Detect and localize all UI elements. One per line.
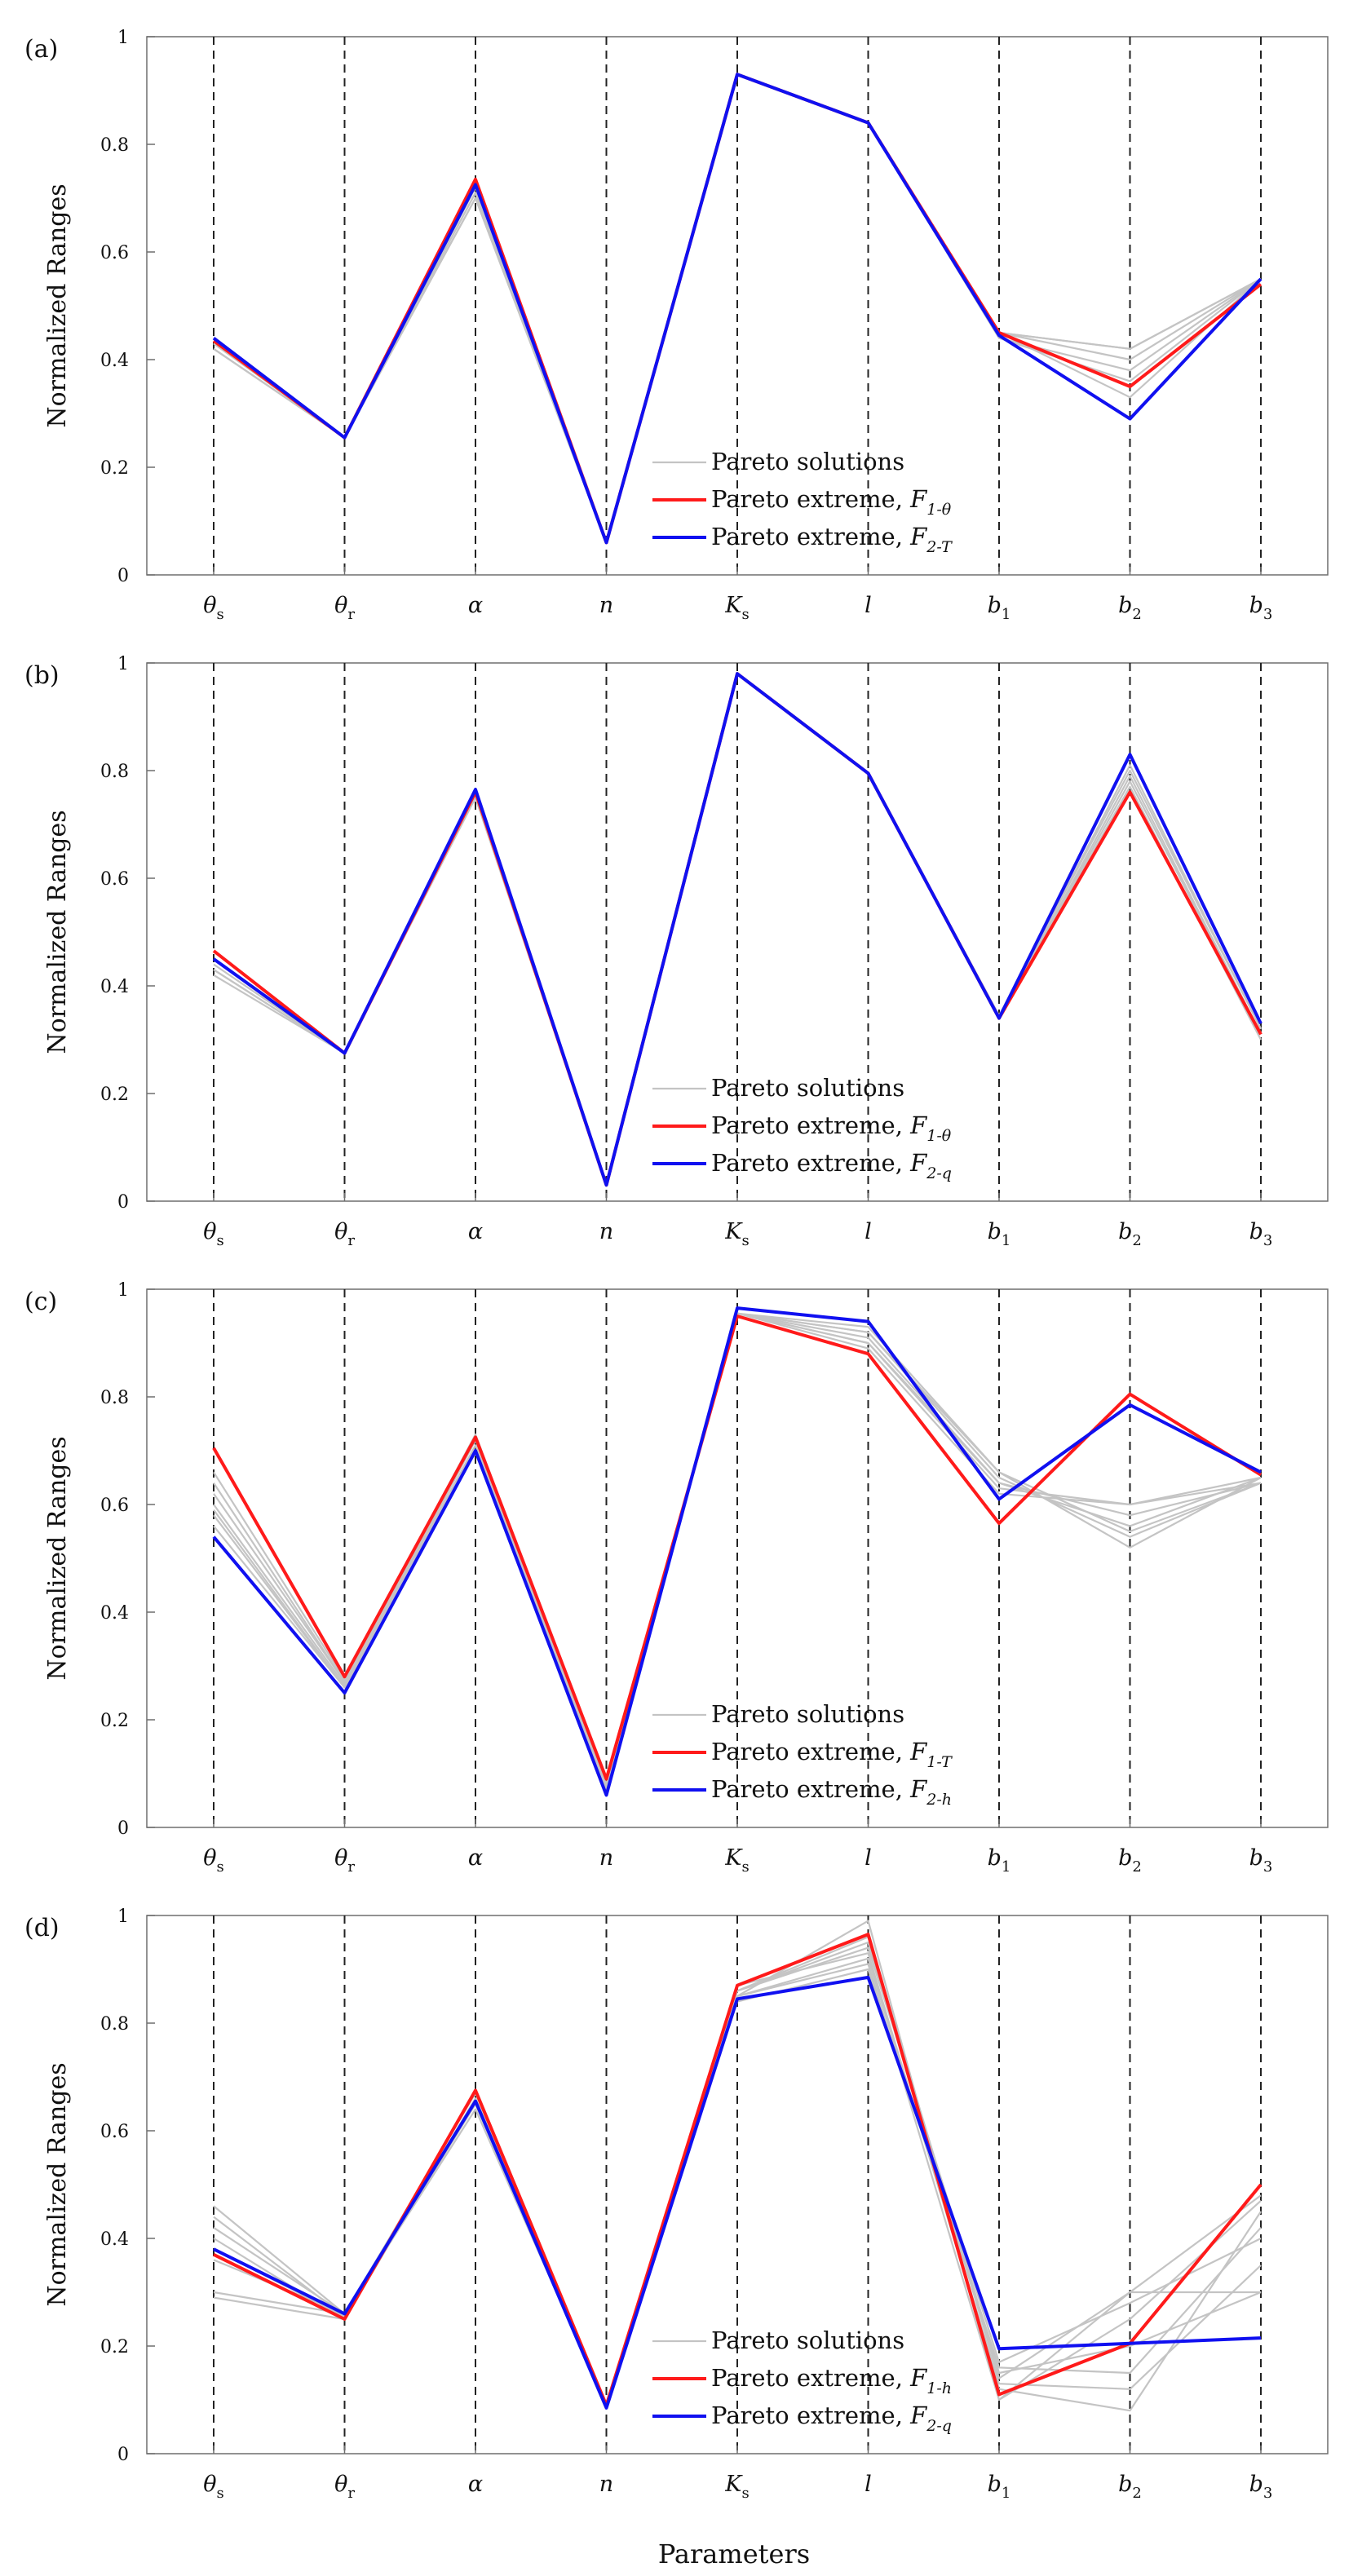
x-tick-label: b3 bbox=[1249, 2472, 1273, 2502]
x-tick-label: n bbox=[599, 2472, 613, 2497]
x-tick-label: n bbox=[599, 1219, 613, 1244]
y-tick-label: 0.6 bbox=[100, 869, 129, 890]
y-axis-label: Normalized Ranges bbox=[43, 183, 72, 427]
y-tick-label: 0.6 bbox=[100, 2122, 129, 2142]
y-tick-label: 0 bbox=[117, 1192, 129, 1213]
x-tick-label: Ks bbox=[724, 593, 749, 623]
y-tick-label: 1 bbox=[117, 654, 129, 674]
x-tick-label: Ks bbox=[724, 1219, 749, 1249]
x-tick-label: b1 bbox=[988, 593, 1011, 623]
legend: Pareto solutions Pareto extreme, F1-θ Pare… bbox=[652, 1074, 952, 1182]
y-tick-label: 1 bbox=[117, 28, 129, 48]
y-tick-label: 0 bbox=[117, 566, 129, 586]
x-tick-label: l bbox=[865, 1845, 872, 1871]
x-axis-label: Parameters bbox=[658, 2538, 810, 2569]
legend-entry: Pareto extreme, F2-T bbox=[711, 523, 953, 556]
x-tick-label: θs bbox=[203, 1219, 224, 1249]
x-tick-label: θr bbox=[334, 593, 355, 623]
x-tick-label: b3 bbox=[1249, 593, 1273, 623]
x-tick-label: α bbox=[468, 593, 483, 618]
x-tick-label: b2 bbox=[1118, 1845, 1142, 1876]
x-tick-label: b3 bbox=[1249, 1219, 1273, 1249]
legend-entry: Pareto extreme, F1-h bbox=[711, 2364, 952, 2397]
y-tick-label: 0.6 bbox=[100, 243, 129, 263]
y-tick-label: 0.8 bbox=[100, 135, 129, 156]
x-tick-label: α bbox=[468, 1845, 483, 1871]
x-tick-label: l bbox=[865, 2472, 872, 2497]
pareto-extreme-2-line bbox=[212, 1306, 1262, 1797]
chart-panel: (a) Normalized Ranges 0 0.2 0.4 0.6 0.8 1 θs θr α n… bbox=[24, 28, 1329, 623]
y-tick-label: 1 bbox=[117, 1280, 129, 1301]
panel-label: (c) bbox=[24, 1288, 57, 1316]
pareto-extreme-2-line bbox=[213, 1975, 1262, 2410]
x-tick-label: θs bbox=[203, 2472, 224, 2502]
x-tick-label: b2 bbox=[1118, 593, 1142, 623]
legend-entry: Pareto extreme, F1-T bbox=[711, 1738, 953, 1771]
y-tick-label: 0.4 bbox=[100, 2229, 129, 2250]
x-tick-label: n bbox=[599, 1845, 613, 1871]
pareto-extreme-2-line bbox=[212, 672, 1263, 1187]
legend-entry: Pareto extreme, F1-θ bbox=[711, 485, 952, 519]
x-tick-label: α bbox=[468, 1219, 483, 1244]
y-tick-label: 0.2 bbox=[100, 1085, 129, 1105]
x-tick-label: b3 bbox=[1249, 1845, 1273, 1876]
y-tick-label: 0.2 bbox=[100, 2337, 129, 2357]
chart-panel: (c) Normalized Ranges 0 0.2 0.4 0.6 0.8 1 θs θr α n… bbox=[24, 1280, 1329, 1876]
panel-label: (a) bbox=[24, 35, 58, 64]
panel-label: (b) bbox=[24, 661, 60, 690]
x-tick-label: b1 bbox=[988, 1845, 1011, 1876]
legend-entry: Pareto extreme, F2-q bbox=[711, 1149, 952, 1182]
x-tick-label: b1 bbox=[988, 2472, 1011, 2502]
x-tick-label: Ks bbox=[724, 2472, 749, 2502]
x-tick-label: n bbox=[599, 593, 613, 618]
chart-panel: (d) Normalized Ranges 0 0.2 0.4 0.6 0.8 1 θs θr α n… bbox=[24, 1907, 1329, 2502]
legend-entry: Pareto extreme, F2-q bbox=[711, 2401, 952, 2435]
y-tick-label: 0.4 bbox=[100, 977, 129, 997]
legend-entry: Pareto solutions bbox=[711, 2326, 904, 2354]
pareto-extreme-2-line bbox=[212, 73, 1263, 545]
y-tick-label: 0.4 bbox=[100, 351, 129, 371]
legend-entry: Pareto solutions bbox=[711, 1700, 904, 1728]
legend-entry: Pareto extreme, F2-h bbox=[711, 1775, 952, 1809]
chart-panel: (b) Normalized Ranges 0 0.2 0.4 0.6 0.8 1 θs θr α n… bbox=[24, 654, 1329, 1249]
legend-entry: Pareto solutions bbox=[711, 1074, 904, 1102]
x-tick-label: l bbox=[865, 593, 872, 618]
x-tick-label: θs bbox=[203, 593, 224, 623]
legend-entry: Pareto solutions bbox=[711, 448, 904, 475]
y-tick-label: 0.2 bbox=[100, 1711, 129, 1731]
x-tick-label: α bbox=[468, 2472, 483, 2497]
x-tick-label: θr bbox=[334, 1219, 355, 1249]
y-tick-label: 0 bbox=[117, 2445, 129, 2465]
x-tick-label: b1 bbox=[988, 1219, 1011, 1249]
legend: Pareto solutions Pareto extreme, F1-h Pare… bbox=[652, 2326, 952, 2435]
y-tick-label: 0.8 bbox=[100, 762, 129, 782]
y-axis-label: Normalized Ranges bbox=[43, 1436, 72, 1680]
legend: Pareto solutions Pareto extreme, F1-T Pare… bbox=[652, 1700, 953, 1809]
panel-label: (d) bbox=[24, 1914, 60, 1942]
x-tick-label: b2 bbox=[1118, 1219, 1142, 1249]
y-tick-label: 1 bbox=[117, 1907, 129, 1927]
x-tick-label: b2 bbox=[1118, 2472, 1142, 2502]
y-tick-label: 0.2 bbox=[100, 458, 129, 479]
x-tick-label: Ks bbox=[724, 1845, 749, 1876]
y-tick-label: 0.4 bbox=[100, 1603, 129, 1624]
y-tick-label: 0 bbox=[117, 1818, 129, 1839]
x-tick-label: θr bbox=[334, 2472, 355, 2502]
y-axis-label: Normalized Ranges bbox=[43, 810, 72, 1054]
y-tick-label: 0.8 bbox=[100, 1388, 129, 1408]
y-tick-label: 0.6 bbox=[100, 1496, 129, 1516]
legend-entry: Pareto extreme, F1-θ bbox=[711, 1111, 952, 1145]
y-axis-label: Normalized Ranges bbox=[43, 2062, 72, 2306]
legend: Pareto solutions Pareto extreme, F1-θ Pare… bbox=[652, 448, 953, 556]
x-tick-label: l bbox=[865, 1219, 872, 1244]
x-tick-label: θs bbox=[203, 1845, 224, 1876]
y-tick-label: 0.8 bbox=[100, 2014, 129, 2035]
x-tick-label: θr bbox=[334, 1845, 355, 1876]
